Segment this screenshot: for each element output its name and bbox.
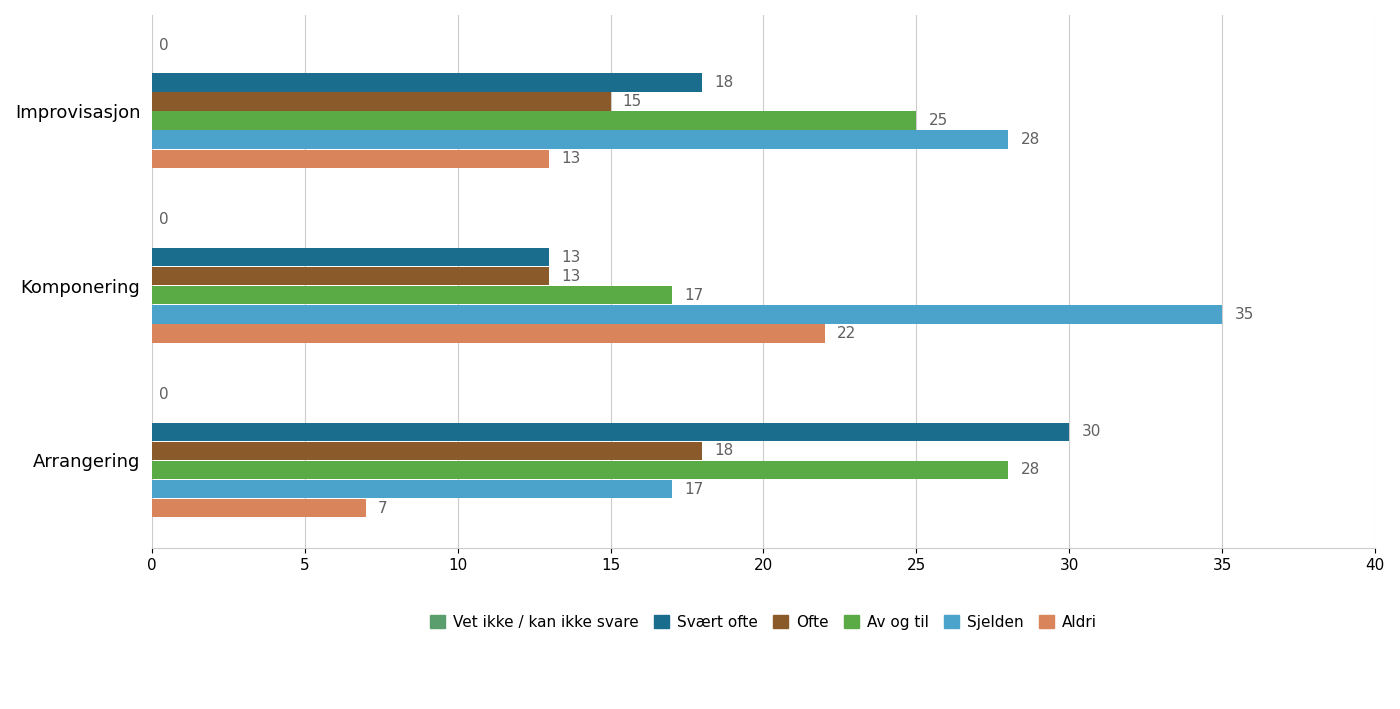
Bar <box>151 286 672 304</box>
Text: 0: 0 <box>160 387 169 402</box>
Text: 25: 25 <box>928 113 948 128</box>
Bar <box>151 461 1008 479</box>
Text: 18: 18 <box>714 75 734 90</box>
Bar <box>151 248 549 267</box>
Text: 15: 15 <box>623 94 643 109</box>
Text: 22: 22 <box>837 326 857 341</box>
Text: 13: 13 <box>561 250 581 264</box>
Bar <box>151 130 1008 149</box>
Legend: Vet ikke / kan ikke svare, Svært ofte, Ofte, Av og til, Sjelden, Aldri: Vet ikke / kan ikke svare, Svært ofte, O… <box>424 609 1103 636</box>
Text: 0: 0 <box>160 38 169 52</box>
Bar <box>151 92 610 111</box>
Text: 18: 18 <box>714 443 734 459</box>
Text: 17: 17 <box>685 288 703 303</box>
Text: 7: 7 <box>378 501 388 515</box>
Bar <box>151 442 703 460</box>
Text: 17: 17 <box>685 481 703 496</box>
Bar <box>151 499 365 518</box>
Bar <box>151 305 1222 323</box>
Bar <box>151 73 703 91</box>
Text: 28: 28 <box>1021 132 1040 147</box>
Bar <box>151 324 825 342</box>
Text: 35: 35 <box>1235 307 1254 322</box>
Bar <box>151 423 1070 441</box>
Text: 0: 0 <box>160 212 169 228</box>
Text: 30: 30 <box>1082 425 1100 440</box>
Bar <box>151 267 549 286</box>
Text: 13: 13 <box>561 269 581 284</box>
Bar <box>151 480 672 498</box>
Bar <box>151 111 917 130</box>
Text: 28: 28 <box>1021 462 1040 477</box>
Bar <box>151 150 549 168</box>
Text: 13: 13 <box>561 151 581 166</box>
